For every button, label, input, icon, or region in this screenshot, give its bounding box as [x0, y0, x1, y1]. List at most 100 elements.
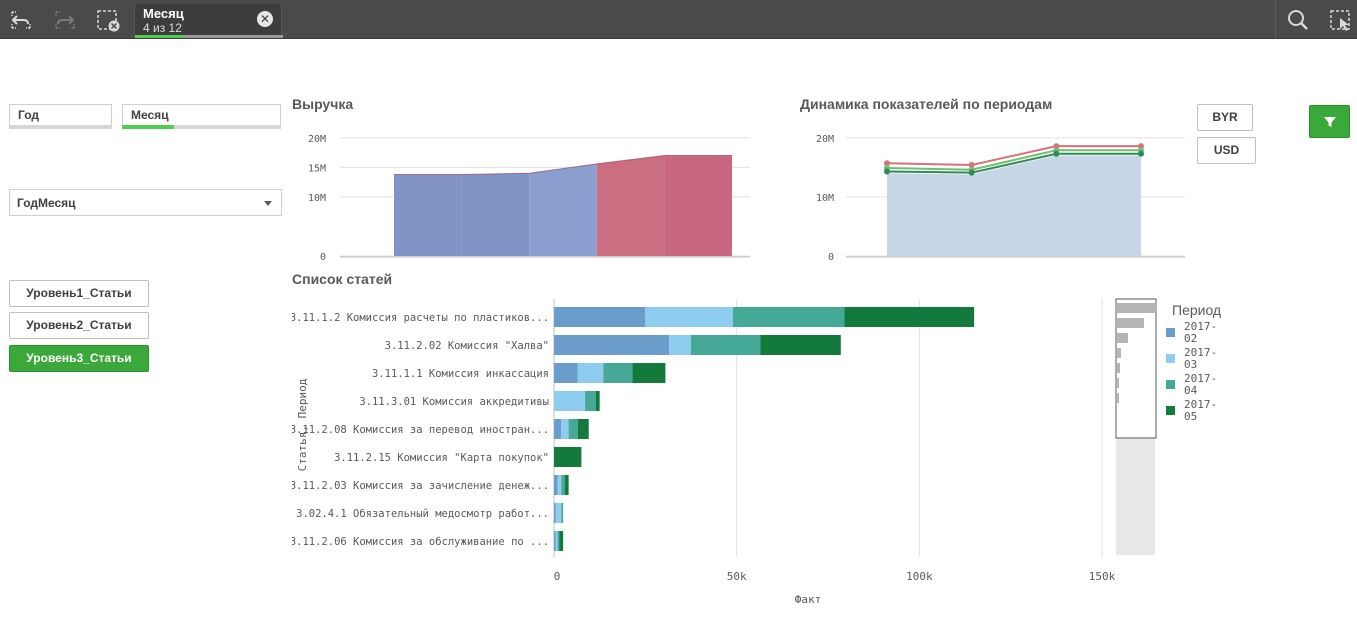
- level1-button[interactable]: Уровень1_Статьи: [9, 280, 149, 307]
- toolbar: Месяц 4 из 12 ✕: [0, 0, 1357, 39]
- level3-button[interactable]: Уровень3_Статьи: [9, 345, 149, 372]
- dynamics-point: [1138, 150, 1144, 157]
- x-axis-title: Факт: [795, 593, 822, 606]
- category-label: 3.11.2.02 Комиссия "Халва": [385, 340, 549, 352]
- dynamics-point: [884, 168, 890, 175]
- dynamics-chart-title: Динамика показателей по периодам: [800, 96, 1053, 112]
- filter-icon: [1323, 117, 1336, 127]
- category-label: 3.11.2.03 Комиссия за зачисление денеж..…: [292, 480, 549, 492]
- level2-button[interactable]: Уровень2_Статьи: [9, 312, 149, 339]
- bar-segment: [554, 419, 562, 439]
- y-tick-label: 20M: [308, 134, 326, 145]
- chip-title: Месяц: [143, 6, 184, 21]
- godmesyats-dropdown[interactable]: ГодМесяц: [9, 189, 282, 216]
- legend-label: 2017-: [1184, 372, 1217, 385]
- revenue-area-segment: [461, 173, 530, 256]
- chevron-down-icon: [264, 201, 272, 206]
- bar-segment: [559, 531, 564, 551]
- bar-segment: [585, 391, 597, 411]
- close-icon[interactable]: ✕: [257, 11, 273, 27]
- category-label: 3.11.3.01 Комиссия аккредитивы: [359, 396, 549, 408]
- redo-icon[interactable]: [52, 8, 78, 32]
- dynamics-point: [1053, 150, 1060, 157]
- legend-label: 04: [1184, 384, 1198, 397]
- usd-button[interactable]: USD: [1197, 137, 1256, 164]
- bar-segment: [577, 419, 589, 439]
- legend-label: 2017-: [1184, 320, 1217, 333]
- filter-mesyats[interactable]: Месяц: [122, 104, 281, 129]
- filter-god-label: Год: [18, 108, 39, 122]
- bar-segment: [554, 475, 558, 495]
- y-tick-label: 10M: [308, 193, 326, 204]
- revenue-chart[interactable]: 20M 15M 10M 0: [292, 118, 752, 263]
- dynamics-area: [887, 155, 1141, 256]
- legend-swatch: [1166, 354, 1175, 363]
- filter-god-progress: [9, 125, 112, 129]
- category-label: 3.11.2.06 Комиссия за обслуживание по ..…: [292, 536, 549, 548]
- y-tick-label: 20M: [816, 134, 834, 145]
- bar-segment: [760, 335, 841, 355]
- legend-label: 02: [1184, 332, 1197, 345]
- category-label: 3.11.2.15 Комиссия "Карта покупок": [334, 452, 549, 464]
- dynamics-line: [886, 149, 1141, 171]
- scrollbar-mini-bar: [1117, 303, 1157, 313]
- toolbar-divider: [1275, 0, 1276, 39]
- dynamics-point: [1053, 143, 1060, 150]
- bar-segment: [733, 307, 845, 327]
- bar-segment: [564, 475, 569, 495]
- category-label: 3.11.2.08 Комиссия за перевод иностран..…: [292, 424, 549, 436]
- search-icon[interactable]: [1285, 8, 1311, 32]
- bar-segment: [561, 503, 564, 523]
- bar-segment: [561, 475, 565, 495]
- bar-segment: [554, 531, 556, 551]
- y-axis-title: Статья, Период: [296, 378, 309, 471]
- scrollbar-mini-bar: [1117, 378, 1119, 388]
- y-tick-label: 10M: [816, 193, 834, 204]
- revenue-area-segment: [596, 155, 665, 256]
- legend-swatch: [1166, 406, 1175, 415]
- bar-segment: [568, 419, 578, 439]
- legend-label: 2017-: [1184, 346, 1217, 359]
- bar-segment: [632, 363, 666, 383]
- selection-chip[interactable]: Месяц 4 из 12 ✕: [134, 4, 283, 38]
- bar-segment: [555, 503, 562, 523]
- bar-segment: [555, 531, 558, 551]
- bar-segment: [554, 391, 586, 411]
- bar-segment: [557, 475, 562, 495]
- bar-segment: [554, 503, 556, 523]
- bar-segment: [669, 335, 691, 355]
- revenue-line: [394, 155, 732, 175]
- dynamics-point: [884, 160, 890, 167]
- y-tick-label: 0: [828, 252, 834, 263]
- category-label: 3.11.1.2 Комиссия расчеты по пластиков..…: [292, 312, 549, 324]
- bar-segment: [596, 391, 600, 411]
- bar-segment: [554, 447, 582, 467]
- x-tick-label: 150k: [1089, 570, 1116, 583]
- clear-selections-icon[interactable]: [95, 8, 121, 32]
- selection-tool-icon[interactable]: [1328, 8, 1354, 32]
- scrollbar-mini-bar: [1117, 333, 1128, 343]
- chip-progress: [135, 35, 283, 38]
- scrollbar-mini-bar: [1117, 348, 1121, 358]
- x-tick-label: 100k: [906, 570, 933, 583]
- byr-button[interactable]: BYR: [1197, 104, 1253, 131]
- undo-icon[interactable]: [8, 8, 34, 32]
- dynamics-chart[interactable]: 20M 10M 0: [800, 118, 1190, 263]
- legend-title: Период: [1172, 302, 1221, 318]
- filter-god[interactable]: Год: [9, 104, 112, 129]
- filter-button[interactable]: [1309, 105, 1350, 138]
- dynamics-line: [886, 145, 1141, 167]
- scrollbar-mini-bar: [1117, 393, 1119, 403]
- category-label: 3.11.1.1 Комиссия инкассация: [372, 368, 549, 380]
- bar-segment: [554, 307, 646, 327]
- x-tick-label: 50k: [727, 570, 747, 583]
- dynamics-line: [886, 152, 1141, 174]
- category-label: 3.02.4.1 Обязательный медосмотр работ...: [296, 508, 549, 520]
- legend-label: 05: [1184, 410, 1197, 423]
- revenue-area-segment: [394, 174, 462, 256]
- dropdown-label: ГодМесяц: [17, 196, 76, 210]
- bar-segment: [554, 335, 670, 355]
- bar-segment: [844, 307, 975, 327]
- revenue-chart-title: Выручка: [292, 96, 354, 112]
- articles-chart[interactable]: 0 50k 100k 150k 3.11.1.2 Комиссия расчеты по…: [292, 295, 1352, 613]
